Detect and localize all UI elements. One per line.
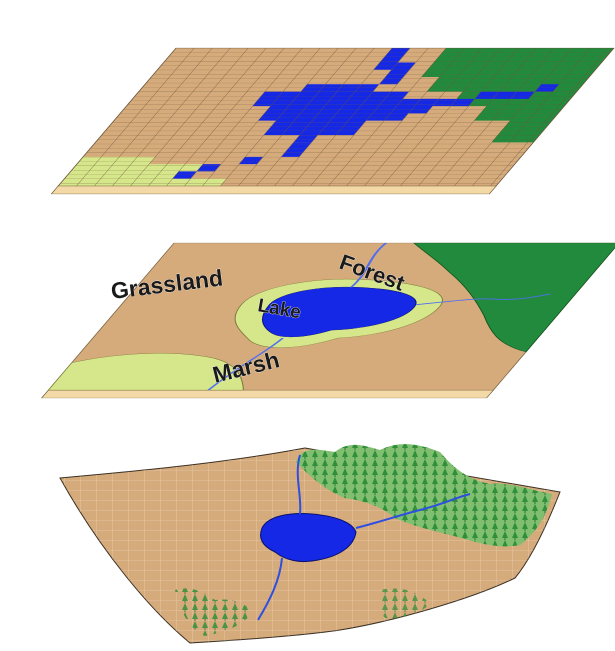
vector-marsh-polygon — [47, 353, 244, 391]
vector-forest-polygon — [413, 242, 615, 353]
vector-river-south — [207, 338, 284, 391]
terrain-trees-southeast — [377, 588, 430, 619]
vector-layer-panel: Grassland Forest Lake Marsh — [40, 242, 615, 399]
terrain-river-east — [355, 493, 471, 529]
terrain-river-south — [257, 557, 283, 621]
vector-slab-side — [40, 389, 495, 399]
surface-layer-panel — [59, 444, 561, 644]
vector-lake-polygon — [261, 286, 417, 338]
vector-river-east — [416, 293, 551, 306]
terrain-lake — [260, 513, 357, 563]
raster-layer-panel — [50, 47, 615, 195]
terrain-trees-south — [175, 588, 252, 636]
vector-river-north — [349, 242, 388, 288]
raster-grid-lines — [57, 47, 615, 187]
tree-icon — [296, 444, 552, 547]
raster-slab-side — [50, 185, 497, 195]
terrain-river-north — [296, 454, 302, 515]
lake-label: Lake — [256, 295, 302, 323]
